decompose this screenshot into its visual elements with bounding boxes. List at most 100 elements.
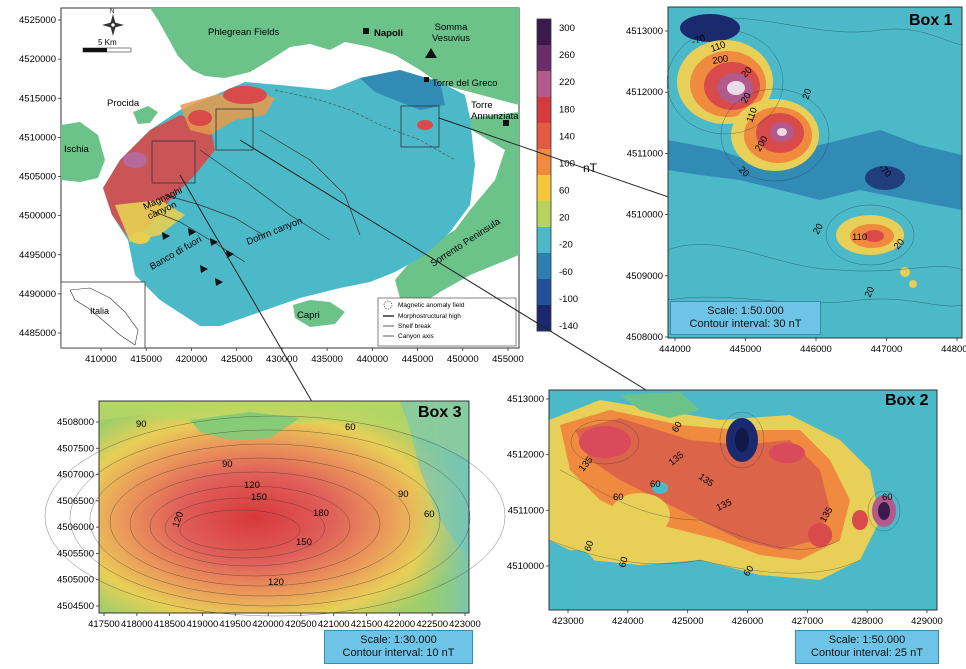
contour-label: 90 [222,459,233,470]
box1-title: Box 1 [909,12,953,29]
legend-box [377,297,517,347]
contour-label: 110 [852,232,867,243]
y-tick-label: 4505000 [19,172,56,183]
y-tick-label: 4511000 [627,148,663,159]
y-tick-label: 4515000 [19,93,56,104]
contour-label: 60 [345,422,356,433]
box3-scale: Scale: 1:30.000 [360,634,437,646]
contour-label: 120 [244,480,260,491]
contour-label: 150 [251,492,267,503]
box2-info: Scale: 1:50.000 Contour interval: 25 nT [795,630,939,664]
colorbar-label: 100 [559,158,575,169]
north-label: N [110,9,114,15]
y-tick-label: 4506500 [57,496,94,507]
x-tick-label: 425000 [672,616,704,627]
x-tick-label: 429000 [911,616,943,627]
colorbar-swatch [537,19,551,46]
y-tick-label: 4509000 [626,271,663,282]
contour-label: 200 [712,53,730,67]
contour-label: 90 [398,489,409,500]
y-tick-label: 4507500 [57,443,94,454]
colorbar-swatch [537,201,551,228]
y-tick-label: 4513000 [626,26,663,37]
x-tick-label: 423000 [449,619,481,630]
napoli-marker [363,28,369,34]
contour-label: 110 [744,106,760,124]
y-tick-label: 4525000 [19,15,56,26]
contour-label: 90 [136,419,147,430]
colorbar-swatch [537,279,551,306]
legend-item-canyon: Canyon axis [398,333,435,340]
contour-label: 20 [863,285,877,299]
north-arrow-icon [102,14,124,36]
y-tick-label: 4505500 [57,548,94,559]
contour-label: 60 [882,492,893,503]
place-torre-del-greco: Torre del Greco [432,78,497,89]
box3-info: Scale: 1:30.000 Contour interval: 10 nT [324,630,473,664]
box2-scale: Scale: 1:50.000 [828,634,906,646]
x-tick-label: 423000 [552,616,584,627]
box1-x-axis: 444000 445000 446000 447000 448000 [659,338,966,355]
contour-label: 20 [739,91,754,106]
colorbar-label: 180 [559,104,575,115]
contour-label: 60 [582,539,596,553]
colorbar-label: 20 [559,213,570,224]
x-tick-label: 421500 [351,619,383,630]
contour-label: 60 [617,556,630,569]
contour-label: 180 [313,508,329,519]
contour-label: 120 [268,577,284,588]
place-ischia: Ischia [64,144,90,155]
y-tick-label: 4490000 [19,289,56,300]
contour-label: 60 [613,492,624,503]
x-tick-label: 422500 [416,619,448,630]
contour-label: 60 [424,509,435,520]
box2-y-axis: 4513000 4512000 4511000 4510000 [507,394,549,572]
x-tick-label: 422000 [384,619,416,630]
box1-scale: Scale: 1:50.000 [707,305,784,317]
x-tick-label: 444000 [659,344,691,355]
y-tick-label: 4510000 [19,132,56,143]
x-tick-label: 450000 [447,354,479,365]
colorbar-label: 60 [559,186,570,197]
colorbar-label: 300 [559,23,575,34]
contour-label: 20 [811,222,826,237]
x-tick-label: 445000 [402,354,434,365]
contour-label: 120 [170,510,186,529]
x-tick-label: 418000 [121,619,153,630]
colorbar-label: -140 [559,321,578,332]
colorbar: 300 260 220 180 140 100 60 20 -20 -60 -100 -140 [536,18,578,332]
contour-label: 60 [650,479,661,490]
x-tick-label: 448000 [941,344,966,355]
x-tick-label: 420000 [176,354,208,365]
y-tick-label: 4510000 [507,561,544,572]
x-tick-label: 415000 [130,354,162,365]
y-tick-label: 4510000 [626,210,663,221]
x-tick-label: 440000 [356,354,388,365]
x-tick-label: 426000 [732,616,764,627]
x-tick-label: 445000 [730,344,762,355]
torre-annunziata-marker [503,120,509,126]
x-tick-label: 424000 [612,616,644,627]
contour-label: 20 [800,87,814,101]
colorbar-swatch [537,227,551,254]
y-tick-label: 4513000 [507,394,544,405]
colorbar-label: -60 [559,267,573,278]
x-tick-label: 428000 [851,616,883,627]
colorbar-swatch [537,45,551,72]
x-tick-label: 419500 [219,619,251,630]
y-tick-label: 4507000 [57,470,94,481]
land-naples-coast [150,8,519,105]
legend-item-morpho: Morphostructural high [398,313,461,320]
contour-label: 110 [709,39,727,55]
x-tick-label: 419000 [187,619,219,630]
land-capri [293,300,345,327]
box3-interval: Contour interval: 10 nT [342,647,455,659]
x-tick-label: 417500 [88,619,120,630]
vesuvius-marker [425,48,437,58]
place-phlegrean-fields: Phlegrean Fields [208,27,280,38]
place-procida: Procida [107,98,140,109]
y-tick-label: 4505000 [57,575,94,586]
